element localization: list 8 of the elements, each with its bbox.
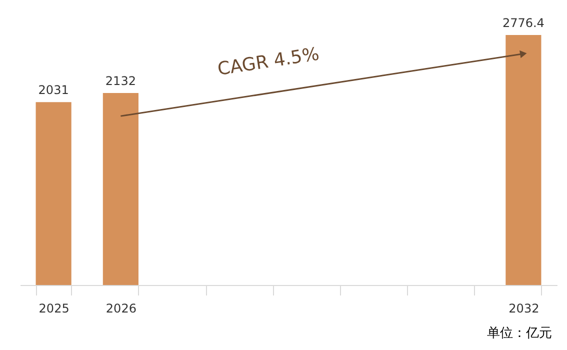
annotation: CAGR 4.5% xyxy=(216,44,321,80)
x-tick-label: 2025 xyxy=(38,302,70,316)
text: 单位：亿元 xyxy=(487,326,552,341)
x-tick-label: 2026 xyxy=(106,302,136,316)
data-label: 2132 xyxy=(105,74,136,88)
x-tick-label: 2032 xyxy=(508,302,540,316)
data-label: 2776.4 xyxy=(502,16,544,30)
data-label: 2031 xyxy=(38,83,69,98)
